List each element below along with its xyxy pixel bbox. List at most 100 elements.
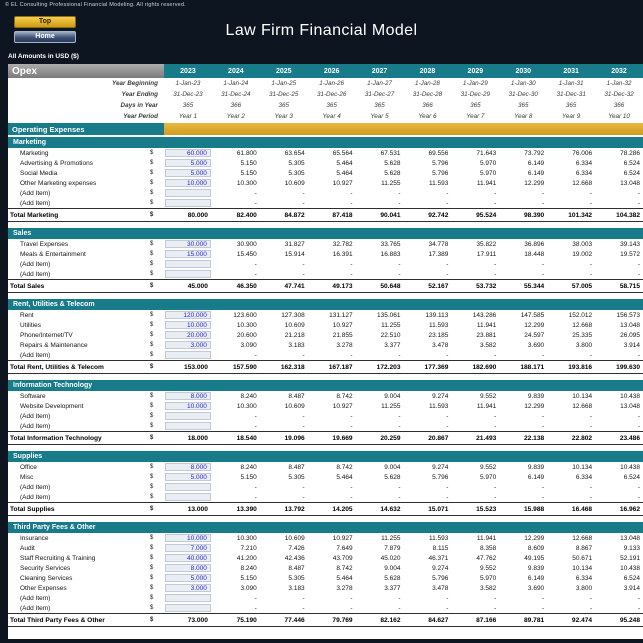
- input-cell-2023[interactable]: [165, 483, 211, 491]
- input-cell-2023[interactable]: 120.000: [165, 311, 211, 319]
- home-button[interactable]: Home: [14, 31, 76, 43]
- value-cell: -: [542, 493, 545, 501]
- total-value-cell: 162.318: [280, 363, 305, 371]
- add-item-label[interactable]: (Add Item): [20, 199, 51, 207]
- currency-symbol: $: [150, 555, 154, 561]
- row-label: Staff Recruiting & Training: [20, 554, 96, 562]
- add-item-label[interactable]: (Add Item): [20, 422, 51, 430]
- add-item-label[interactable]: (Add Item): [20, 189, 51, 197]
- input-cell-2023[interactable]: [165, 594, 211, 602]
- value-cell: 67.531: [380, 149, 401, 157]
- input-cell-2023[interactable]: [165, 199, 211, 207]
- value-cell: -: [350, 422, 353, 430]
- info-value-cell: 365: [278, 102, 289, 109]
- value-cell: 131.127: [329, 311, 353, 319]
- value-cell: -: [398, 422, 401, 430]
- input-cell-2023[interactable]: [165, 422, 211, 430]
- info-value-cell: 1-Jan-32: [606, 80, 632, 87]
- value-cell: 20.600: [236, 331, 257, 339]
- info-value-cell: 365: [182, 102, 194, 109]
- input-cell-2023[interactable]: 10.000: [165, 402, 211, 410]
- input-cell-2023[interactable]: 10.000: [165, 179, 211, 187]
- input-cell-2023[interactable]: 30.000: [165, 240, 211, 248]
- value-cell: 5.970: [480, 473, 497, 481]
- total-label: Total Information Technology: [10, 434, 102, 442]
- input-cell-2023[interactable]: [165, 493, 211, 501]
- section-total-row: Total Third Party Fees & Other $73.000 75.…: [8, 613, 643, 627]
- add-item-label[interactable]: (Add Item): [20, 483, 51, 491]
- input-cell-2023[interactable]: [165, 604, 211, 612]
- total-value-cell: 18.000: [187, 434, 208, 442]
- value-cell: -: [302, 594, 305, 602]
- row-label: Utilities: [20, 321, 41, 329]
- value-cell: 5.796: [432, 159, 449, 167]
- value-cell: 22.510: [380, 331, 401, 339]
- expense-row: Software $8.000 8.240 8.487 8.742 9.004 9.274 9…: [8, 391, 643, 401]
- value-cell: -: [398, 270, 401, 278]
- value-cell: -: [446, 199, 449, 207]
- add-item-label[interactable]: (Add Item): [20, 412, 51, 420]
- value-cell: 3.183: [288, 341, 305, 349]
- add-item-label[interactable]: (Add Item): [20, 351, 51, 359]
- input-cell-2023[interactable]: 3.000: [165, 341, 211, 349]
- input-cell-2023[interactable]: 15.000: [165, 250, 211, 258]
- value-cell: 5.796: [432, 169, 449, 177]
- value-cell: 5.970: [480, 169, 497, 177]
- input-cell-2023[interactable]: [165, 260, 211, 268]
- value-cell: 52.191: [620, 554, 640, 562]
- value-cell: 11.255: [381, 402, 401, 410]
- total-value-cell: 77.446: [284, 616, 305, 624]
- value-cell: -: [302, 351, 305, 359]
- total-value-cell: 20.867: [428, 434, 449, 442]
- value-cell: 3.690: [527, 341, 545, 349]
- total-value-cell: 13.792: [284, 505, 305, 513]
- add-item-label[interactable]: (Add Item): [20, 270, 51, 278]
- input-cell-2023[interactable]: 5.000: [165, 169, 211, 177]
- input-cell-2023[interactable]: [165, 412, 211, 420]
- value-cell: -: [254, 270, 257, 278]
- total-value-cell: 53.732: [476, 282, 497, 290]
- year-header-2032: 2032: [595, 64, 643, 78]
- input-cell-2023[interactable]: 8.000: [165, 392, 211, 400]
- input-cell-2023[interactable]: 3.000: [165, 584, 211, 592]
- input-cell-2023[interactable]: 5.000: [165, 574, 211, 582]
- add-item-label[interactable]: (Add Item): [20, 493, 51, 501]
- info-value-cell: 365: [517, 102, 529, 109]
- input-cell-2023[interactable]: 60.000: [165, 149, 211, 157]
- input-cell-2023[interactable]: [165, 351, 211, 359]
- value-cell: 8.487: [288, 564, 305, 572]
- input-cell-2023[interactable]: 5.000: [165, 473, 211, 481]
- total-value-cell: 16.468: [571, 505, 593, 513]
- sheet-name: Opex: [8, 64, 164, 78]
- top-button[interactable]: Top: [14, 16, 76, 28]
- input-cell-2023[interactable]: 5.000: [165, 159, 211, 167]
- value-cell: 6.524: [623, 169, 640, 177]
- total-value-cell: 193.816: [568, 363, 593, 371]
- input-cell-2023[interactable]: 8.000: [165, 463, 211, 471]
- value-cell: 10.134: [572, 564, 593, 572]
- value-cell: 6.524: [623, 574, 640, 582]
- value-cell: -: [254, 483, 257, 491]
- input-cell-2023[interactable]: 8.000: [165, 564, 211, 572]
- value-cell: 10.927: [332, 402, 353, 410]
- input-cell-2023[interactable]: [165, 189, 211, 197]
- input-cell-2023[interactable]: 40.000: [165, 554, 211, 562]
- add-item-label[interactable]: (Add Item): [20, 594, 51, 602]
- info-value-cell: Year 5: [370, 113, 389, 120]
- add-item-label[interactable]: (Add Item): [20, 260, 51, 268]
- total-value-cell: 177.369: [424, 363, 449, 371]
- input-cell-2023[interactable]: [165, 270, 211, 278]
- input-cell-2023[interactable]: 7.000: [165, 544, 211, 552]
- value-cell: -: [542, 594, 545, 602]
- input-cell-2023[interactable]: 20.000: [165, 331, 211, 339]
- info-value-cell: 1-Jan-25: [271, 80, 297, 87]
- info-value-cell: 365: [374, 102, 385, 109]
- row-label: Advertising & Promotions: [20, 159, 93, 167]
- add-item-label[interactable]: (Add Item): [20, 604, 51, 612]
- total-value-cell: 182.690: [472, 363, 497, 371]
- value-cell: -: [446, 493, 449, 501]
- input-cell-2023[interactable]: 10.000: [165, 534, 211, 542]
- input-cell-2023[interactable]: 10.000: [165, 321, 211, 329]
- info-value-cell: 366: [422, 102, 433, 109]
- value-cell: -: [542, 270, 545, 278]
